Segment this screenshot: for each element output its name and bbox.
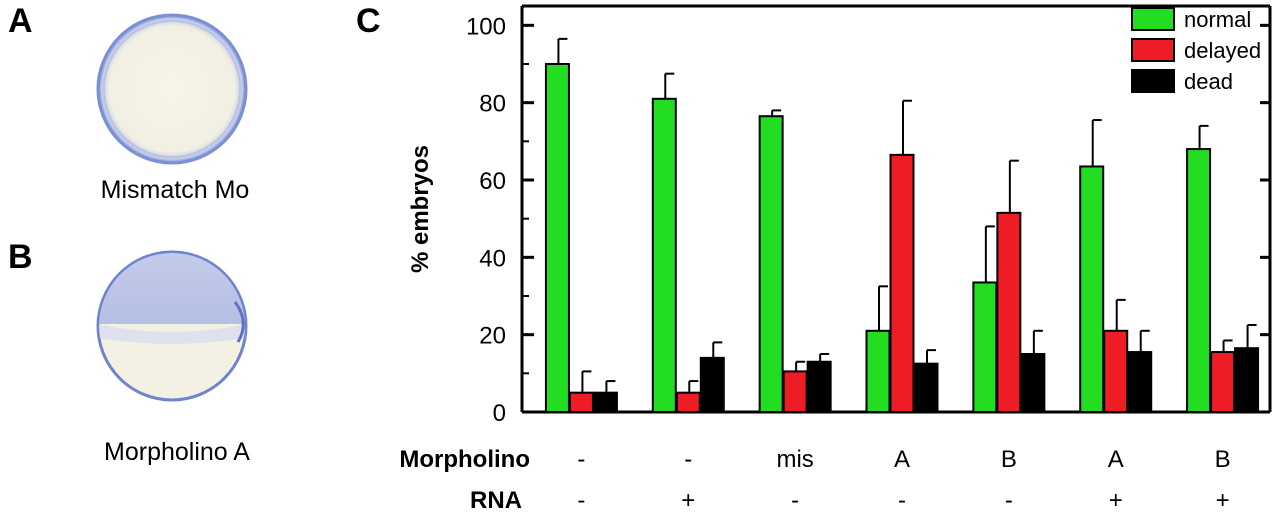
morpholino-label: A: [1108, 446, 1124, 473]
embryo-a-image: [96, 13, 248, 165]
rna-row-header: RNA: [470, 487, 522, 514]
y-axis-label: % embryos: [407, 145, 434, 273]
rna-label: -: [791, 487, 799, 514]
bar-normal: [972, 281, 998, 414]
bar-dead: [592, 391, 618, 413]
embryo-b-caption: Morpholino A: [104, 438, 250, 466]
legend-swatch-dead: [1131, 69, 1175, 93]
y-tick-label: 0: [493, 400, 506, 427]
legend-swatch-delayed: [1131, 38, 1175, 62]
bar-dead: [1020, 353, 1046, 413]
bar-delayed: [1210, 351, 1236, 414]
panel-b-letter: B: [8, 238, 33, 276]
bar-normal: [651, 97, 677, 414]
y-tick-label: 80: [479, 91, 506, 118]
morpholino-label: -: [684, 446, 692, 473]
y-tick-label: 60: [479, 168, 506, 195]
bar-dead: [1127, 351, 1153, 414]
bar-normal: [758, 115, 784, 413]
rna-label: +: [1109, 487, 1123, 514]
bar-delayed: [782, 370, 808, 413]
morpholino-row-header: Morpholino: [399, 446, 530, 473]
bar-dead: [699, 356, 725, 414]
rna-label: +: [681, 487, 695, 514]
panel-a-letter: A: [8, 2, 33, 40]
legend-label-dead: dead: [1184, 69, 1233, 94]
rna-label: -: [577, 487, 585, 514]
morpholino-label: mis: [776, 446, 813, 473]
bar-dead: [1234, 347, 1260, 414]
morpholino-label: B: [1001, 446, 1017, 473]
morpholino-label: -: [577, 446, 585, 473]
rna-label: +: [1216, 487, 1230, 514]
legend-swatch-normal: [1131, 7, 1175, 31]
morpholino-label: B: [1215, 446, 1231, 473]
y-tick-label: 20: [479, 323, 506, 350]
y-tick-label: 100: [466, 13, 506, 40]
bar-normal: [1079, 165, 1105, 413]
bar-normal: [865, 329, 891, 413]
bar-normal: [544, 63, 570, 413]
morpholino-label: A: [894, 446, 910, 473]
bar-delayed: [889, 153, 915, 413]
legend-label-delayed: delayed: [1184, 38, 1261, 63]
bar-delayed: [675, 391, 701, 413]
y-tick-label: 40: [479, 245, 506, 272]
bar-delayed: [996, 211, 1022, 413]
rna-label: -: [1005, 487, 1013, 514]
embryo-a-caption: Mismatch Mo: [100, 176, 250, 204]
bar-dead: [806, 360, 832, 414]
rna-label: -: [898, 487, 906, 514]
bar-normal: [1186, 148, 1212, 413]
panel-c-letter: C: [356, 2, 381, 40]
embryo-b-image: [96, 250, 248, 402]
legend-label-normal: normal: [1184, 7, 1251, 32]
bar-dead: [913, 362, 939, 413]
bar-delayed: [1103, 329, 1129, 413]
bar-delayed: [568, 391, 594, 413]
